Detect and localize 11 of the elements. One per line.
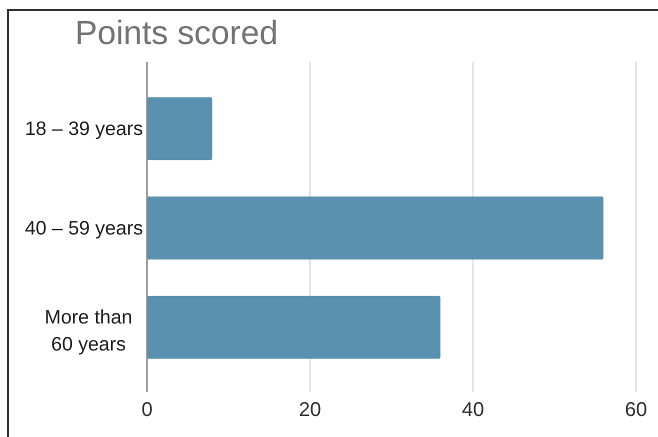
x-tick-label: 20 bbox=[298, 399, 322, 422]
bar bbox=[147, 296, 440, 359]
y-tick-label: 40 – 59 years bbox=[24, 217, 144, 240]
chart-title: Points scored bbox=[75, 15, 278, 52]
bar bbox=[147, 196, 604, 260]
y-tick-label: 18 – 39 years bbox=[24, 118, 144, 140]
y-tick-label: More than 60 years bbox=[44, 306, 132, 356]
bar bbox=[147, 97, 212, 160]
x-tick-label: 40 bbox=[462, 399, 484, 422]
x-tick-label: 0 bbox=[141, 399, 153, 422]
x-tick-label: 60 bbox=[624, 399, 648, 422]
